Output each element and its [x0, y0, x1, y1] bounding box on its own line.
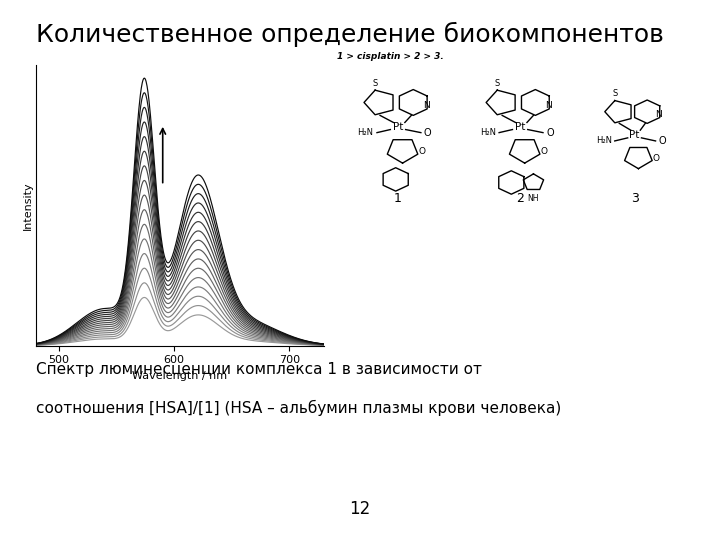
Text: S: S [612, 90, 618, 98]
Text: O: O [653, 154, 660, 163]
Text: O: O [424, 127, 431, 138]
Text: N: N [423, 102, 430, 110]
Text: NH: NH [528, 194, 539, 203]
X-axis label: Wavelength / nm: Wavelength / nm [132, 371, 228, 381]
Text: O: O [658, 136, 666, 146]
Text: 1 > cisplatin > 2 > 3.: 1 > cisplatin > 2 > 3. [337, 52, 444, 62]
Text: O: O [541, 147, 548, 156]
Text: S: S [372, 79, 378, 88]
Text: N: N [655, 110, 662, 119]
Text: N: N [545, 102, 552, 110]
Text: Pt: Pt [393, 122, 403, 132]
Text: H₂N: H₂N [596, 137, 612, 145]
Text: 2: 2 [516, 192, 524, 205]
Text: Спектр люминесценции комплекса 1 в зависимости от: Спектр люминесценции комплекса 1 в завис… [36, 362, 482, 377]
Text: Pt: Pt [629, 130, 640, 140]
Text: S: S [495, 79, 500, 88]
Text: Количественное определение биокомпонентов: Количественное определение биокомпоненто… [36, 22, 664, 47]
Text: H₂N: H₂N [358, 128, 374, 137]
Y-axis label: Intensity: Intensity [23, 181, 33, 230]
Text: O: O [546, 127, 554, 138]
Text: 12: 12 [349, 501, 371, 518]
Text: Pt: Pt [515, 122, 526, 132]
Text: соотношения [HSA]/[1] (HSA – альбумин плазмы крови человека): соотношения [HSA]/[1] (HSA – альбумин пл… [36, 400, 562, 416]
Text: 3: 3 [631, 192, 639, 205]
Text: H₂N: H₂N [480, 128, 495, 137]
Text: 1: 1 [394, 192, 402, 205]
Text: O: O [418, 147, 426, 156]
